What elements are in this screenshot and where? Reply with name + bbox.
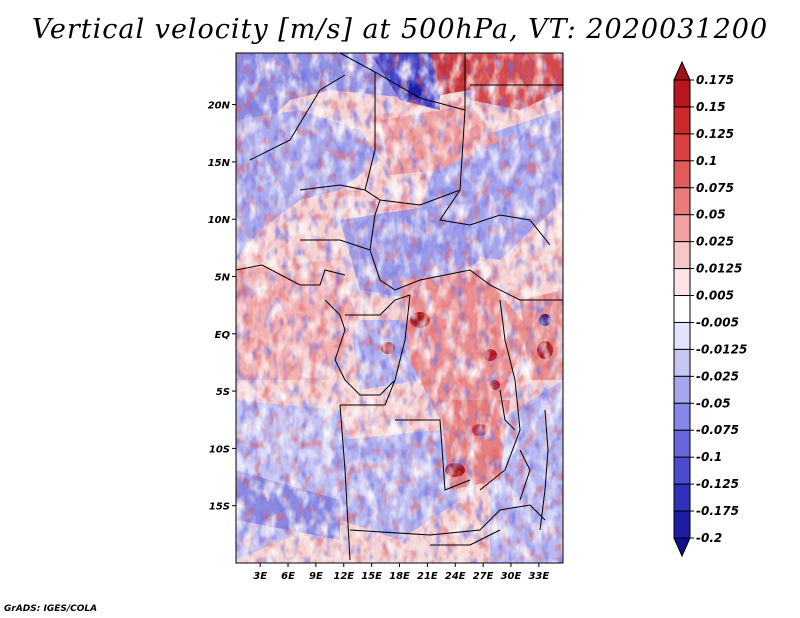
lon-tick-label: 30E [501,571,522,582]
colorbar-label: -0.125 [696,477,739,491]
colorbar-box [673,348,691,377]
lon-tick-label: 9E [309,571,323,582]
lat-tick-label: EQ [215,330,231,341]
colorbar-box [673,268,691,297]
colorbar-box [673,483,691,512]
colorbar-box [673,429,691,458]
colorbar-box [673,214,691,243]
lon-tick-label: 15E [361,571,382,582]
colorbar-box [673,79,691,108]
colorbar-label: 0.005 [696,289,734,303]
colorbar-label: -0.075 [696,423,739,437]
country-borders [236,53,563,561]
colorbar-label: 0.0125 [696,262,742,276]
colorbar-label: 0.175 [696,73,734,87]
lat-tick-label: 20N [208,101,231,112]
colorbar: 0.175 0.15 0.125 0.1 0.075 0.05 0.025 0.0125 0.0… [673,60,747,558]
colorbar-box [673,106,691,135]
lon-tick-label: 12E [333,571,354,582]
colorbar-label: -0.05 [696,396,731,410]
colorbar-label: 0.075 [696,181,734,195]
colorbar-box [673,402,691,431]
colorbar-box [673,510,691,539]
credit-text: GrADS: IGES/COLA [4,604,98,614]
colorbar-label: 0.15 [696,100,726,114]
colorbar-bottom-triangle [673,537,691,558]
colorbar-label: 0.1 [696,154,717,168]
lon-tick-label: 6E [281,571,295,582]
velocity-field [236,53,563,563]
colorbar-label: -0.2 [696,531,722,545]
lon-tick-label: 27E [473,571,494,582]
colorbar-box [673,375,691,404]
colorbar-label: 0.05 [696,208,726,222]
lon-tick-label: 18E [389,571,410,582]
lon-tick-label: 3E [253,571,267,582]
colorbar-box [673,133,691,162]
colorbar-box [673,295,691,323]
colorbar-label: -0.005 [696,315,739,329]
lat-tick-label: 10S [209,444,230,455]
lat-tick-label: 10N [208,215,231,226]
longitude-axis: 3E 6E 9E 12E 15E 18E 21E 24E 27E 30E 33E [253,563,549,582]
lon-tick-label: 21E [417,571,438,582]
lat-tick-label: 15N [208,158,231,169]
map-title: Vertical velocity [m/s] at 500hPa, VT: 2… [31,14,769,45]
colorbar-box [673,160,691,189]
latitude-axis: 20N 15N 10N 5N EQ 5S 10S 15S [208,101,236,513]
lat-tick-label: 5N [215,272,231,283]
lon-tick-label: 33E [528,571,549,582]
lat-tick-label: 5S [216,387,230,398]
colorbar-box [673,241,691,270]
colorbar-top-triangle [673,60,691,81]
lat-tick-label: 15S [209,502,230,513]
colorbar-label: -0.025 [696,369,739,383]
colorbar-box [673,187,691,216]
colorbar-label: -0.1 [696,450,722,464]
colorbar-box [673,321,691,350]
colorbar-label: -0.0125 [696,342,747,356]
colorbar-box [673,456,691,485]
lon-tick-label: 24E [445,571,466,582]
colorbar-label: 0.125 [696,127,734,141]
colorbar-label: -0.175 [696,504,739,518]
colorbar-label: 0.025 [696,235,734,249]
